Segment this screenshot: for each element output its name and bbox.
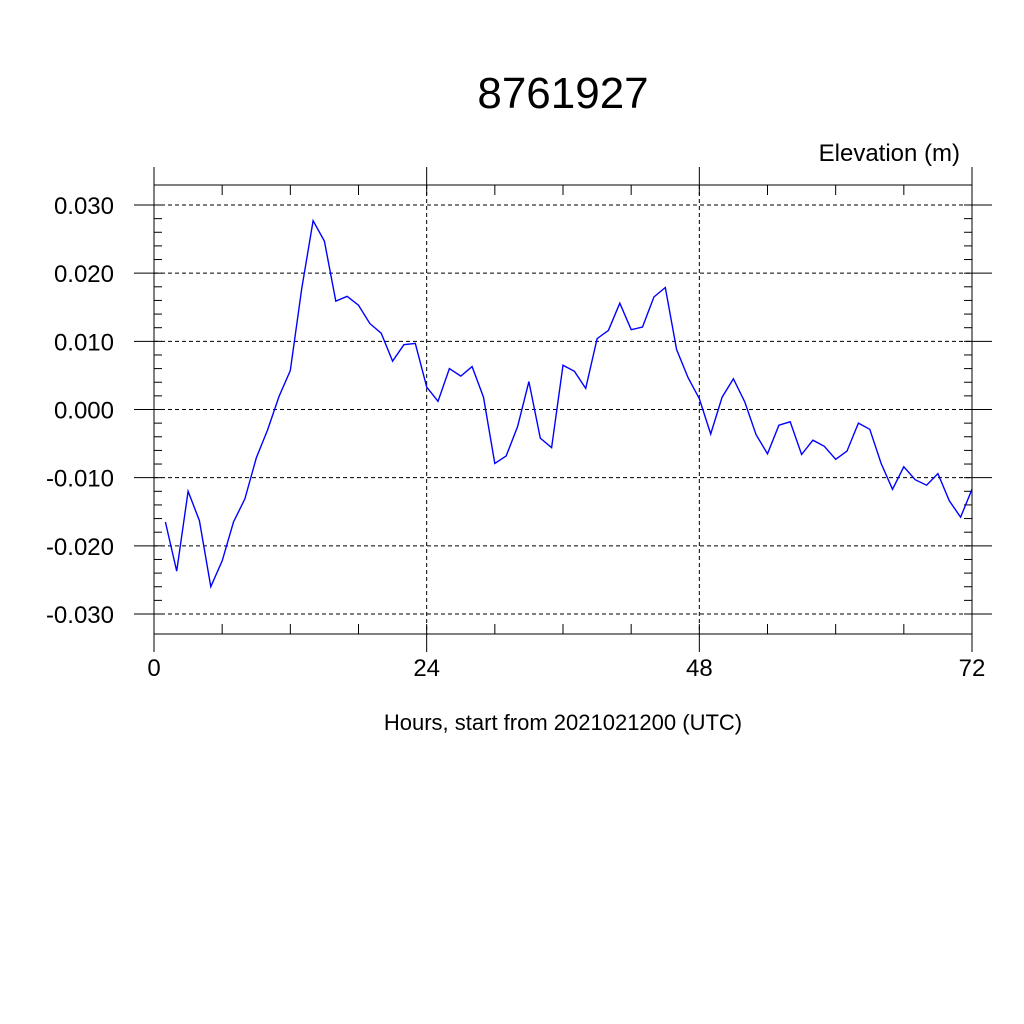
x-tick-label: 24 [413, 655, 440, 682]
y-tick-label: 0.020 [54, 261, 114, 288]
y-tick-label: -0.010 [46, 466, 114, 493]
y-tick-label: 0.000 [54, 398, 114, 425]
chart-title: 8761927 [477, 69, 648, 118]
y-tick-label: 0.030 [54, 193, 114, 220]
series-line [164, 218, 973, 590]
y-tick-label: -0.030 [46, 602, 114, 629]
x-tick-label: 72 [959, 655, 986, 682]
x-tick-label: 0 [147, 655, 160, 682]
axis-ticks [134, 167, 992, 652]
y-tick-label: 0.010 [54, 329, 114, 356]
y-axis-label: Elevation (m) [819, 140, 960, 167]
x-axis-label: Hours, start from 2021021200 (UTC) [384, 710, 742, 735]
grid-lines [154, 185, 972, 634]
series-group [164, 218, 973, 590]
tick-labels: -0.030 -0.020 -0.010 0.000 0.010 0.020 0.030 0 2… [46, 193, 985, 682]
plot-frame [153, 184, 973, 635]
x-tick-label: 48 [686, 655, 713, 682]
y-tick-label: -0.020 [46, 534, 114, 561]
